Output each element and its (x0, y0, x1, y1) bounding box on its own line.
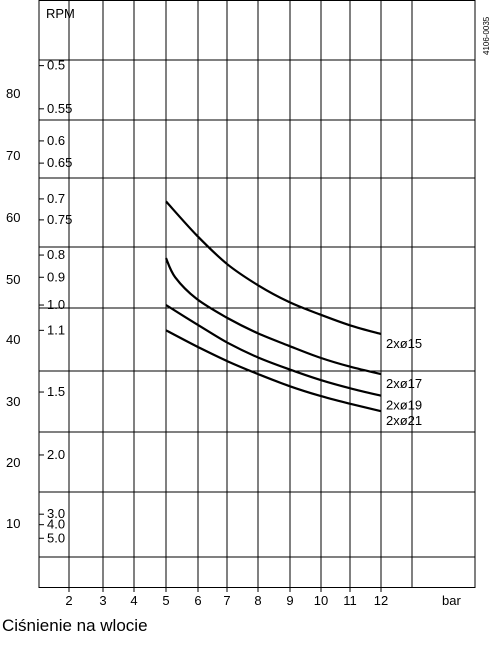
secondary-scale-label: 0.55 (47, 101, 72, 116)
series-line (165, 200, 382, 336)
x-tick-label: 2 (65, 593, 72, 608)
series-line (165, 329, 382, 413)
y-tick-label: 20 (6, 455, 20, 470)
secondary-scale-label: 0.9 (47, 269, 65, 284)
rpm-header: RPM (46, 6, 75, 21)
grid (39, 0, 475, 587)
y-tick-label: 70 (6, 148, 20, 163)
secondary-scale-label: 1.5 (47, 384, 65, 399)
series-label: 2xø19 (386, 398, 422, 413)
x-tick-label: 5 (162, 593, 169, 608)
secondary-scale-label: 0.75 (47, 212, 72, 227)
x-axis-title: Ciśnienie na wlocie (2, 616, 148, 635)
series-label: 2xø17 (386, 376, 422, 391)
y-tick-label: 30 (6, 394, 20, 409)
secondary-scale-label: 0.6 (47, 133, 65, 148)
y-tick-label: 40 (6, 332, 20, 347)
x-tick-label: 8 (254, 593, 261, 608)
secondary-scale-label: 3.0 (47, 506, 65, 521)
figure-code: 4106-0035 (482, 16, 491, 55)
secondary-scale-label: 0.8 (47, 247, 65, 262)
secondary-scale-label: 5.0 (47, 530, 65, 545)
secondary-scale-label: 0.65 (47, 155, 72, 170)
series-label: 2xø15 (386, 336, 422, 351)
y-tick-label: 10 (6, 516, 20, 531)
x-tick-label: 6 (194, 593, 201, 608)
x-tick-label: 4 (130, 593, 137, 608)
secondary-scale-label: 4.0 (47, 517, 65, 532)
series-label: 2xø21 (386, 413, 422, 428)
x-tick-label: 9 (286, 593, 293, 608)
series-layer (164, 200, 382, 413)
secondary-scale-label: 1.1 (47, 322, 65, 337)
x-tick-label: 3 (99, 593, 106, 608)
x-tick-label: 7 (223, 593, 230, 608)
y-tick-label: 60 (6, 210, 20, 225)
secondary-scale-label: 2.0 (47, 447, 65, 462)
secondary-scale-label: 0.7 (47, 191, 65, 206)
x-tick-label: 10 (314, 593, 328, 608)
plot-frame (38, 0, 476, 588)
x-axis-unit: bar (442, 593, 461, 608)
y-tick-label: 50 (6, 272, 20, 287)
label-layer: 2 3 4 5 6 7 8 9 10 11 12 10 20 30 40 50 60 70 80 0.5 0.55 0.6… (6, 58, 422, 608)
y-tick-label: 80 (6, 86, 20, 101)
x-tick-label: 11 (343, 593, 357, 608)
secondary-scale-label: 1.0 (47, 297, 65, 312)
series-line (164, 257, 382, 376)
x-tick-label: 12 (374, 593, 388, 608)
series-line (165, 304, 382, 397)
secondary-scale-label: 0.5 (47, 58, 65, 73)
